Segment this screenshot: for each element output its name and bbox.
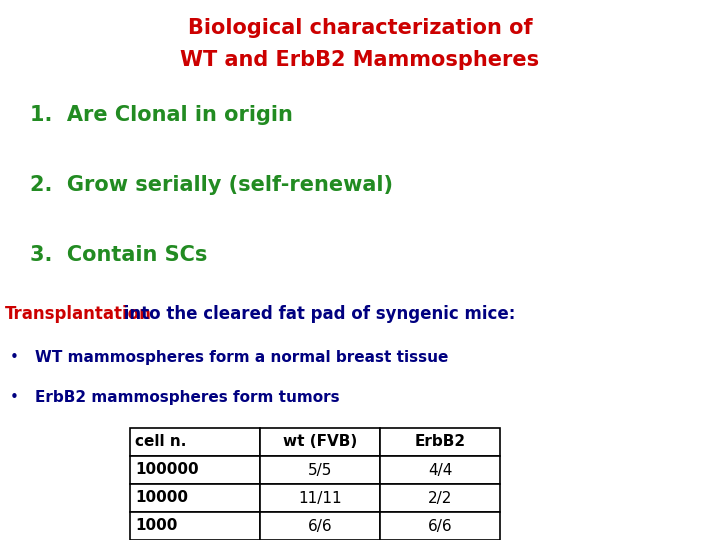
Text: cell n.: cell n. [135, 435, 186, 449]
Bar [380, 512, 500, 540]
Text: into the cleared fat pad of syngenic mice:: into the cleared fat pad of syngenic mic… [118, 305, 516, 323]
Text: WT mammospheres form a normal breast tissue: WT mammospheres form a normal breast tis… [35, 350, 449, 365]
Text: 1.  Are Clonal in origin: 1. Are Clonal in origin [30, 105, 293, 125]
Text: ErbB2 mammospheres form tumors: ErbB2 mammospheres form tumors [35, 390, 340, 405]
Bar [130, 512, 260, 540]
Text: 2/2: 2/2 [428, 490, 452, 505]
Text: 2.  Grow serially (self-renewal): 2. Grow serially (self-renewal) [30, 175, 393, 195]
Text: Transplantation: Transplantation [5, 305, 152, 323]
Text: wt (FVB): wt (FVB) [283, 435, 357, 449]
Text: Biological characterization of: Biological characterization of [188, 18, 532, 38]
Bar [260, 456, 380, 484]
Text: 11/11: 11/11 [298, 490, 342, 505]
Text: •: • [10, 350, 19, 365]
Bar [130, 428, 260, 456]
Text: 6/6: 6/6 [307, 518, 333, 534]
Text: WT and ErbB2 Mammospheres: WT and ErbB2 Mammospheres [181, 50, 539, 70]
Text: 4/4: 4/4 [428, 462, 452, 477]
Text: 10000: 10000 [135, 490, 188, 505]
Bar [380, 428, 500, 456]
Text: 3.  Contain SCs: 3. Contain SCs [30, 245, 207, 265]
Bar [260, 484, 380, 512]
Text: 1000: 1000 [135, 518, 177, 534]
Bar [130, 456, 260, 484]
Text: •: • [10, 390, 19, 405]
Bar [260, 428, 380, 456]
Bar [260, 512, 380, 540]
Bar [380, 484, 500, 512]
Bar [130, 484, 260, 512]
Text: 6/6: 6/6 [428, 518, 452, 534]
Text: ErbB2: ErbB2 [415, 435, 466, 449]
Text: 100000: 100000 [135, 462, 199, 477]
Text: 5/5: 5/5 [308, 462, 332, 477]
Bar [380, 456, 500, 484]
